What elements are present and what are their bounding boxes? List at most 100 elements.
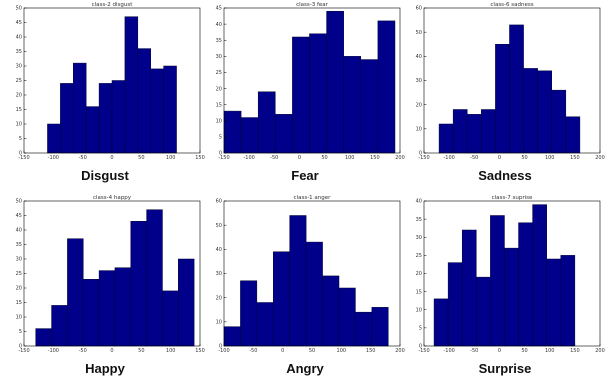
x-tick-label: 0 bbox=[298, 155, 301, 161]
histogram-bar bbox=[273, 251, 290, 347]
histogram-panel: -100 -50 0 50 100 150 200 0 10 20 30 40 50 60 class-1 … bbox=[206, 193, 405, 383]
histogram-bar bbox=[447, 262, 463, 347]
y-tick-label: 5 bbox=[219, 135, 222, 141]
y-tick-label: 0 bbox=[419, 344, 422, 350]
histogram-bar bbox=[292, 36, 310, 154]
y-tick-label: 40 bbox=[216, 247, 222, 253]
x-tick-label: 0 bbox=[110, 155, 113, 161]
histogram-bar bbox=[114, 267, 132, 347]
emotion-caption: Happy bbox=[85, 361, 125, 376]
x-tick-label: 150 bbox=[366, 348, 376, 354]
x-tick-label: 0 bbox=[498, 155, 501, 161]
plot-frame bbox=[223, 7, 401, 154]
histogram-bar bbox=[532, 204, 547, 347]
histogram-bar bbox=[481, 109, 496, 154]
y-tick-label: 35 bbox=[416, 217, 422, 223]
y-tick-label: 10 bbox=[416, 127, 422, 133]
x-tick-label: 150 bbox=[195, 155, 205, 161]
histogram-bar bbox=[476, 276, 491, 347]
x-tick-label: 100 bbox=[166, 348, 176, 354]
x-tick-label: 0 bbox=[110, 348, 113, 354]
y-tick-label: 20 bbox=[16, 93, 22, 99]
x-tick-label: -100 bbox=[243, 155, 254, 161]
histogram-bar bbox=[85, 106, 100, 154]
x-tick-label: -150 bbox=[18, 155, 29, 161]
y-tick-label: 20 bbox=[416, 102, 422, 108]
x-tick-label: 100 bbox=[545, 348, 555, 354]
y-tick-label: 20 bbox=[216, 86, 222, 92]
histogram-bar bbox=[546, 258, 562, 347]
y-tick-label: 25 bbox=[16, 271, 22, 277]
x-tick-label: -100 bbox=[218, 348, 229, 354]
y-tick-label: 50 bbox=[216, 223, 222, 229]
y-tick-label: 40 bbox=[16, 35, 22, 41]
emotion-caption: Sadness bbox=[478, 168, 532, 183]
plot-title: class-2 disgust bbox=[92, 2, 134, 8]
histogram-bar bbox=[560, 255, 576, 347]
histogram-bar bbox=[509, 24, 524, 154]
plot-title: class-6 sadness bbox=[490, 2, 533, 8]
y-tick-label: 25 bbox=[16, 78, 22, 84]
y-tick-label: 25 bbox=[216, 70, 222, 76]
x-tick-label: 50 bbox=[138, 155, 144, 161]
histogram-bar bbox=[150, 68, 164, 154]
histogram-bar bbox=[461, 229, 477, 347]
x-tick-label: -50 bbox=[79, 348, 87, 354]
plot-title: class-3 fear bbox=[296, 2, 329, 8]
x-tick-label: -50 bbox=[79, 155, 87, 161]
histogram-bar bbox=[111, 80, 126, 154]
x-tick-label: 50 bbox=[521, 348, 527, 354]
histogram-panel: -150 -100 -50 0 50 100 150 200 0 5 10 15 20 25 30 35 40 4… bbox=[206, 0, 405, 190]
x-tick-label: 100 bbox=[345, 155, 355, 161]
histogram-bar bbox=[178, 258, 195, 347]
histogram-bar bbox=[343, 56, 362, 154]
x-tick-label: 50 bbox=[309, 348, 315, 354]
histogram-bar bbox=[51, 305, 68, 347]
plot-title: class-1 anger bbox=[294, 195, 332, 201]
histogram-bar bbox=[490, 215, 505, 347]
x-tick-label: 200 bbox=[595, 155, 605, 161]
histogram-bar bbox=[518, 222, 533, 347]
x-tick-label: 50 bbox=[521, 155, 527, 161]
histogram-plot: -150 -100 -50 0 50 100 150 200 0 5 10 15 20 25 30 35 40 4… bbox=[216, 2, 405, 161]
histogram-bar bbox=[377, 20, 396, 154]
histogram-bar bbox=[60, 83, 74, 154]
emotion-caption: Surprise bbox=[478, 361, 532, 376]
histogram-bar bbox=[47, 123, 61, 154]
y-tick-label: 35 bbox=[16, 242, 22, 248]
x-tick-label: -100 bbox=[48, 348, 59, 354]
x-tick-label: 100 bbox=[337, 348, 347, 354]
x-tick-label: 100 bbox=[545, 155, 555, 161]
histogram-plot: -150 -100 -50 0 50 100 150 200 0 5 10 15 20 25 30 35 40 c… bbox=[416, 195, 605, 354]
histogram-bar bbox=[326, 10, 344, 154]
y-tick-label: 45 bbox=[216, 6, 222, 12]
histogram-bar bbox=[504, 247, 519, 347]
histogram-bar bbox=[163, 65, 177, 154]
y-tick-label: 5 bbox=[19, 136, 22, 142]
histogram-plot: -150 -100 -50 0 50 100 150 0 5 10 15 20 25 30 35 40 45 50… bbox=[16, 2, 205, 161]
histogram-plot: -150 -100 -50 0 50 100 150 0 5 10 15 20 25 30 35 40 45 50… bbox=[16, 195, 205, 354]
y-tick-label: 30 bbox=[16, 64, 22, 70]
x-tick-label: 150 bbox=[370, 155, 380, 161]
x-tick-label: 100 bbox=[166, 155, 176, 161]
y-tick-label: 30 bbox=[216, 54, 222, 60]
plot-title: class-7 suprise bbox=[492, 195, 533, 201]
histogram-bar bbox=[495, 44, 510, 154]
x-tick-label: -50 bbox=[470, 155, 478, 161]
histogram-bar bbox=[275, 114, 293, 154]
y-tick-label: 15 bbox=[16, 107, 22, 113]
x-tick-label: 200 bbox=[395, 155, 405, 161]
x-tick-label: 150 bbox=[570, 348, 580, 354]
histogram-plot: -150 -100 -50 0 50 100 150 200 0 10 20 30 40 50 60 clas… bbox=[416, 2, 605, 161]
y-tick-label: 35 bbox=[16, 49, 22, 55]
x-tick-label: -50 bbox=[249, 348, 257, 354]
histogram-bar bbox=[98, 83, 113, 154]
x-tick-label: -150 bbox=[418, 155, 429, 161]
histogram-bar bbox=[83, 279, 100, 347]
histogram-bar bbox=[438, 123, 454, 154]
histogram-bar bbox=[565, 116, 581, 154]
y-tick-label: 0 bbox=[19, 151, 22, 157]
y-tick-label: 20 bbox=[416, 271, 422, 277]
y-tick-label: 35 bbox=[216, 38, 222, 44]
